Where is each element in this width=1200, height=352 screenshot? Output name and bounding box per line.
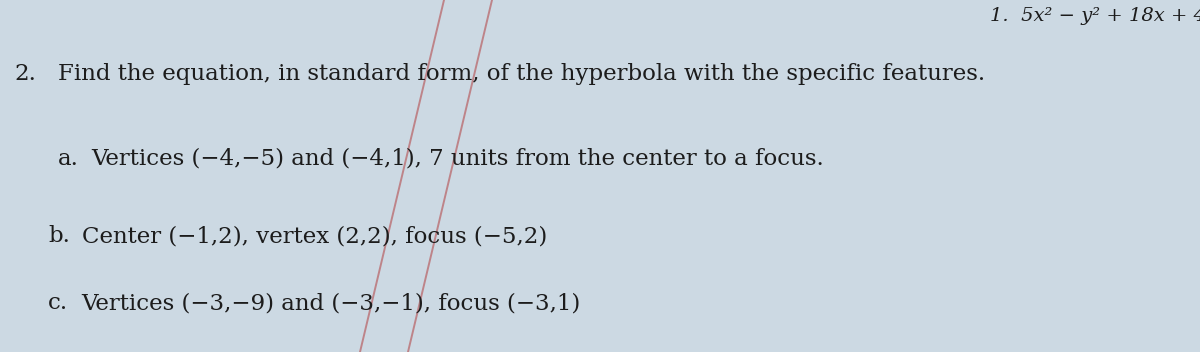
Text: Vertices (−3,−9) and (−3,−1), focus (−3,1): Vertices (−3,−9) and (−3,−1), focus (−3,… — [82, 292, 581, 314]
Text: 2.: 2. — [14, 63, 36, 86]
Text: b.: b. — [48, 225, 70, 247]
Text: Find the equation, in standard form, of the hyperbola with the specific features: Find the equation, in standard form, of … — [58, 63, 985, 86]
Text: a.: a. — [58, 148, 78, 170]
Text: c.: c. — [48, 292, 68, 314]
Text: Center (−1,2), vertex (2,2), focus (−5,2): Center (−1,2), vertex (2,2), focus (−5,2… — [82, 225, 547, 247]
Text: Vertices (−4,−5) and (−4,1), 7 units from the center to a focus.: Vertices (−4,−5) and (−4,1), 7 units fro… — [91, 148, 824, 170]
Text: 1.  5x² − y² + 18x + 4: 1. 5x² − y² + 18x + 4 — [990, 7, 1200, 25]
